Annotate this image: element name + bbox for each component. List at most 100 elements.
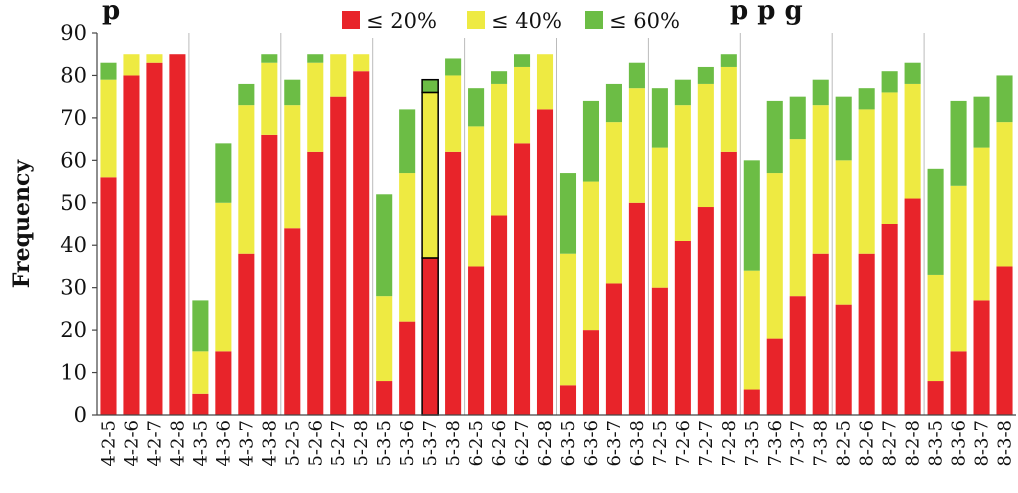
x-tick-label: 5-3-6 bbox=[397, 420, 418, 467]
bar-segment bbox=[399, 173, 416, 322]
bar-segment bbox=[536, 109, 554, 416]
x-tick-label: 7-3-6 bbox=[765, 420, 786, 467]
bar-segment bbox=[536, 54, 554, 110]
bar-segment bbox=[513, 66, 531, 144]
group-separators bbox=[188, 33, 925, 415]
bar-segment bbox=[674, 240, 691, 415]
bar-segment bbox=[835, 96, 852, 161]
bar-segment bbox=[284, 79, 301, 106]
y-tick-label: 0 bbox=[74, 403, 87, 427]
bar-segment bbox=[904, 198, 921, 415]
bar-segment bbox=[858, 88, 875, 110]
x-tick-label: 8-2-6 bbox=[857, 420, 878, 467]
bar-segment bbox=[238, 105, 255, 254]
x-tick-label: 7-3-5 bbox=[742, 420, 763, 467]
x-tick-label: 8-3-8 bbox=[995, 420, 1016, 467]
legend-background bbox=[333, 2, 683, 38]
bar-segment bbox=[743, 160, 760, 271]
bar-segment bbox=[904, 62, 921, 84]
bar-segment bbox=[192, 351, 209, 394]
x-tick-label: 4-2-7 bbox=[144, 420, 165, 467]
bar-segment bbox=[835, 304, 852, 415]
x-tick-label: 6-2-5 bbox=[466, 420, 487, 467]
x-tick-label: 4-2-6 bbox=[121, 420, 142, 467]
bar-segment bbox=[605, 283, 622, 415]
bar-segment bbox=[445, 58, 462, 76]
x-tick-label: 4-3-6 bbox=[213, 420, 234, 467]
x-tick-label: 5-3-8 bbox=[443, 420, 464, 467]
bar-segment bbox=[261, 134, 278, 415]
y-tick-label: 10 bbox=[60, 361, 87, 385]
x-tick-label: 4-3-5 bbox=[190, 420, 211, 467]
x-tick-label: 6-2-8 bbox=[535, 420, 556, 467]
x-tick-label: 5-2-7 bbox=[328, 420, 349, 467]
bar-segment bbox=[513, 54, 531, 67]
bar-segment bbox=[812, 79, 829, 106]
bar-segment bbox=[720, 151, 737, 415]
bar-segment bbox=[950, 351, 967, 415]
bar-segment bbox=[651, 147, 668, 288]
bar-segment bbox=[399, 321, 416, 415]
bar-segment bbox=[330, 96, 347, 416]
bar-segment bbox=[697, 66, 714, 84]
bar-segment bbox=[353, 54, 370, 72]
bar-segment bbox=[674, 79, 691, 106]
bar-segment bbox=[881, 224, 898, 415]
bar-segment bbox=[927, 274, 944, 382]
legend-swatch bbox=[467, 11, 485, 29]
bar-segment bbox=[421, 257, 439, 416]
bar-segment bbox=[789, 139, 806, 297]
bar-segment bbox=[215, 202, 232, 352]
x-tick-label: 7-3-8 bbox=[811, 420, 832, 467]
bar-segment bbox=[743, 389, 760, 415]
bar-segment bbox=[582, 330, 600, 415]
y-axis-title: Frequency bbox=[9, 159, 35, 289]
bar-segment bbox=[123, 54, 140, 76]
bar-segment bbox=[100, 79, 117, 178]
bar-segment bbox=[123, 75, 140, 415]
y-tick-label: 60 bbox=[60, 148, 87, 172]
axes-layer: 4-2-5 4-2-6 4-2-7 4-2-8 4-3-5 4-3-6 4-3-7 4-3-8… bbox=[9, 21, 1016, 467]
bar-segment bbox=[491, 71, 508, 84]
bar-segment bbox=[468, 126, 485, 267]
bar-segment bbox=[491, 83, 508, 216]
bar-segment bbox=[950, 185, 967, 352]
bar-segment bbox=[605, 122, 622, 284]
bar-segment bbox=[812, 105, 829, 254]
bar-segment bbox=[376, 194, 393, 297]
bar-segment bbox=[835, 160, 852, 305]
bar-segment bbox=[996, 122, 1013, 267]
x-tick-label: 8-2-8 bbox=[903, 420, 924, 467]
bar-segment bbox=[628, 88, 645, 203]
bar-segment bbox=[559, 385, 577, 415]
bar-segment bbox=[307, 54, 324, 63]
bar-segment bbox=[766, 173, 783, 339]
x-tick-label: 6-3-6 bbox=[581, 420, 602, 467]
bar-segment bbox=[421, 91, 439, 259]
bar-segment bbox=[559, 253, 577, 386]
bar-segment bbox=[743, 270, 760, 390]
y-tick-label: 20 bbox=[60, 318, 87, 342]
bar-segment bbox=[973, 96, 990, 148]
bars-layer bbox=[100, 54, 1013, 416]
bar-segment bbox=[628, 62, 645, 89]
x-tick-label: 8-3-7 bbox=[972, 420, 993, 467]
x-tick-label: 4-2-5 bbox=[98, 420, 119, 467]
y-tick-label: 70 bbox=[60, 106, 87, 130]
bar-segment bbox=[674, 105, 691, 241]
bar-segment bbox=[858, 109, 875, 254]
x-tick-label: 4-3-8 bbox=[259, 420, 280, 467]
bar-segment bbox=[238, 253, 255, 415]
x-tick-label: 6-3-8 bbox=[627, 420, 648, 467]
bar-segment bbox=[307, 151, 324, 415]
legend: ≤ 20% ≤ 40% ≤ 60% bbox=[333, 2, 683, 38]
bar-segment bbox=[399, 109, 416, 174]
bar-segment bbox=[261, 54, 278, 63]
x-tick-label: 6-2-6 bbox=[489, 420, 510, 467]
legend-swatch bbox=[585, 11, 603, 29]
x-tick-label: 5-3-5 bbox=[374, 420, 395, 467]
bar-segment bbox=[697, 83, 714, 208]
legend-label: ≤ 40% bbox=[491, 9, 562, 33]
